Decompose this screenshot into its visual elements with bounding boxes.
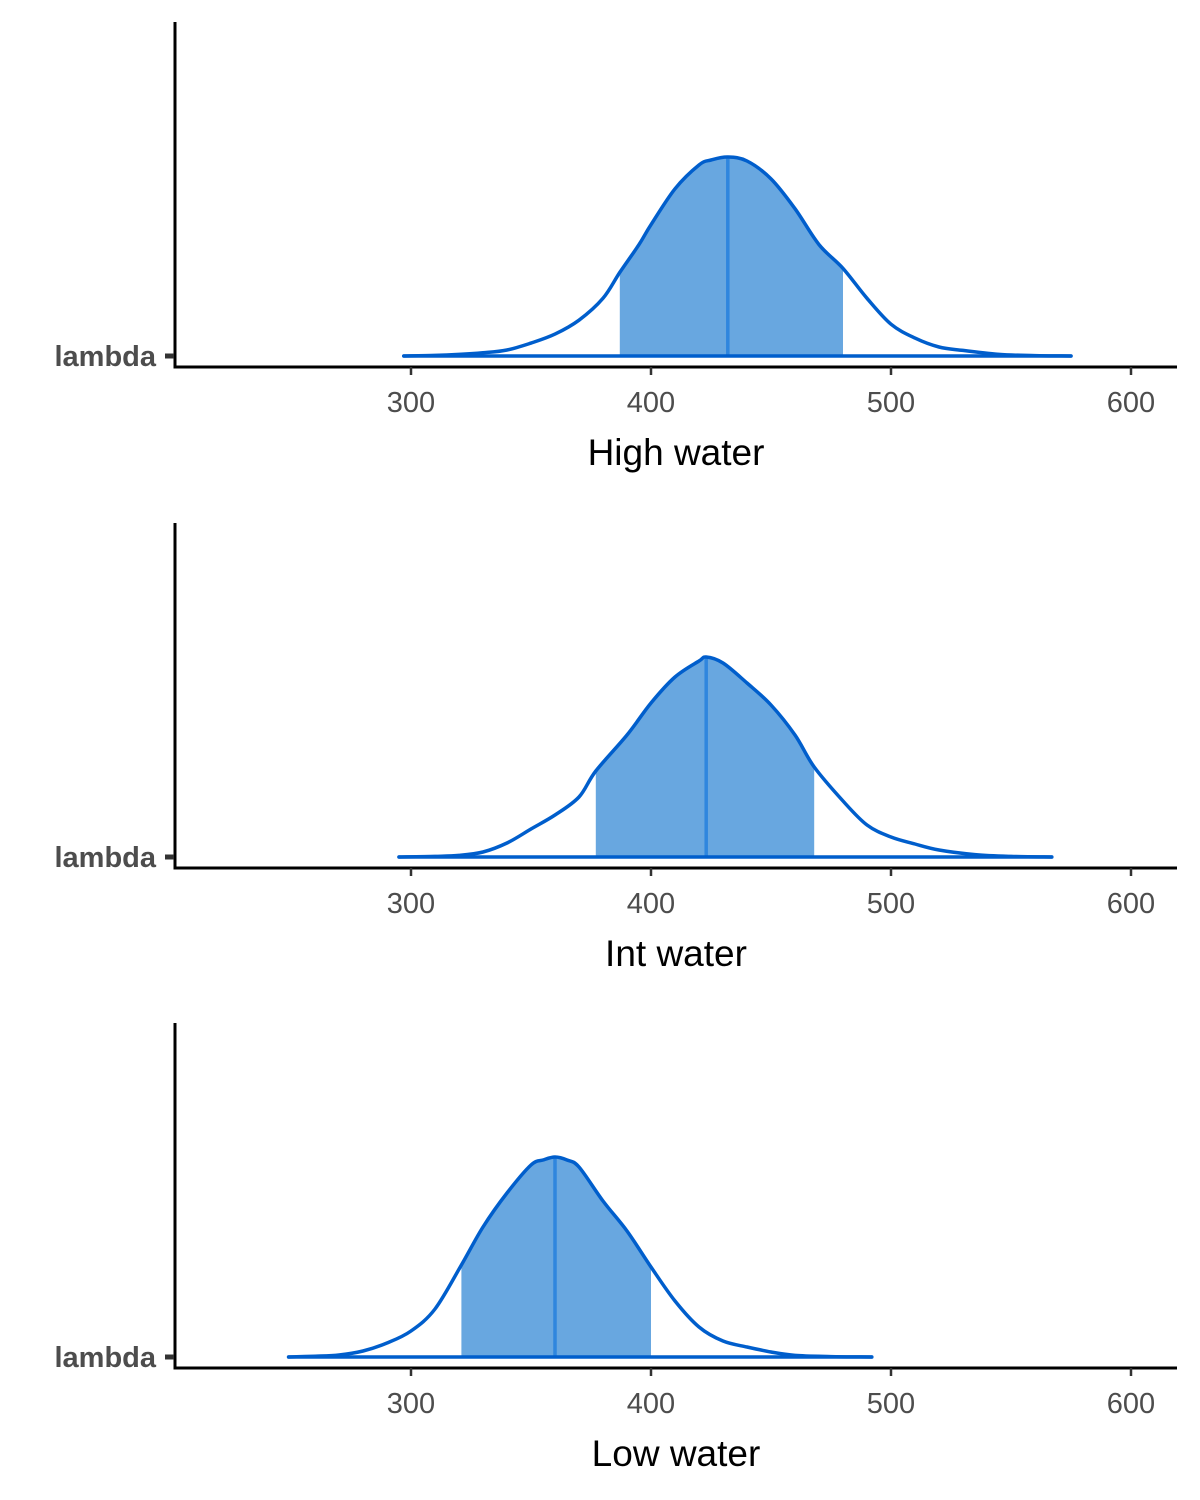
x-tick-label: 300 bbox=[387, 888, 435, 920]
y-tick-label: lambda bbox=[54, 341, 156, 373]
density-curve bbox=[286, 1155, 874, 1359]
density-curve bbox=[397, 655, 1054, 859]
x-tick-label: 500 bbox=[867, 387, 915, 419]
panel-2: lambda 300 400 500 600 Int water bbox=[54, 523, 1177, 974]
x-axis-title: Int water bbox=[605, 933, 747, 974]
x-tick-label: 600 bbox=[1107, 1388, 1155, 1420]
x-axis-title: Low water bbox=[592, 1433, 761, 1474]
x-tick-label: 300 bbox=[387, 387, 435, 419]
x-tick-label: 300 bbox=[387, 1388, 435, 1420]
x-tick-label: 500 bbox=[867, 1388, 915, 1420]
panel-3: lambda 300 400 500 600 Low water bbox=[54, 1023, 1177, 1474]
x-tick-label: 500 bbox=[867, 888, 915, 920]
x-tick-label: 400 bbox=[627, 1388, 675, 1420]
x-tick-label: 400 bbox=[627, 888, 675, 920]
y-tick-label: lambda bbox=[54, 842, 156, 874]
y-tick-label: lambda bbox=[54, 1342, 156, 1374]
x-tick-label: 600 bbox=[1107, 387, 1155, 419]
interval-fill bbox=[619, 157, 843, 356]
panel-1: lambda 300 400 500 600 High water bbox=[54, 22, 1177, 473]
x-tick-label: 600 bbox=[1107, 888, 1155, 920]
x-axis-title: High water bbox=[588, 432, 765, 473]
density-curve bbox=[402, 155, 1073, 358]
x-tick-label: 400 bbox=[627, 387, 675, 419]
